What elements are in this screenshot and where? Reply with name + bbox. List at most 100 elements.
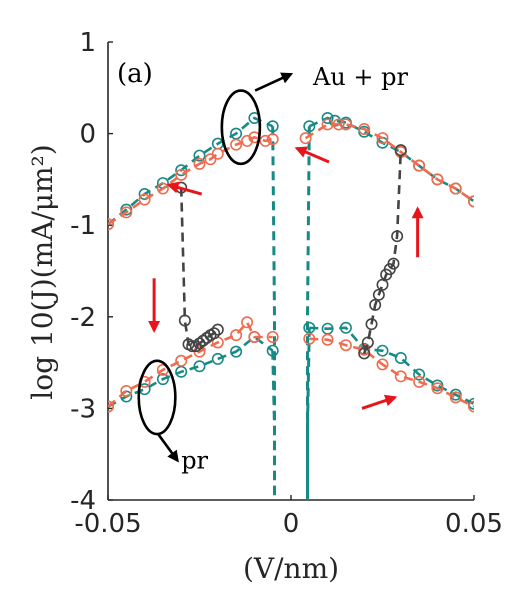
data-point bbox=[376, 278, 389, 291]
data-point bbox=[321, 333, 334, 346]
data-point bbox=[120, 206, 133, 219]
data-point bbox=[413, 368, 426, 381]
data-point bbox=[175, 354, 188, 367]
data-point bbox=[299, 132, 312, 145]
y-tick-label: -4 bbox=[70, 486, 96, 516]
data-point bbox=[394, 144, 407, 157]
axes: -0.05 0 0.05 -4 -3 -2 -1 0 1 bbox=[70, 28, 503, 539]
direction-arrow bbox=[361, 394, 398, 410]
data-point bbox=[266, 330, 279, 343]
data-point bbox=[175, 168, 188, 181]
data-point bbox=[391, 230, 404, 243]
direction-arrow bbox=[166, 181, 203, 196]
series-line bbox=[304, 123, 474, 203]
annotation-ellipse bbox=[137, 359, 177, 436]
y-tick-label: -2 bbox=[70, 303, 96, 333]
y-tick-label: -3 bbox=[70, 394, 96, 424]
data-point bbox=[138, 193, 151, 206]
series-line bbox=[362, 150, 403, 354]
series-line bbox=[108, 319, 273, 408]
data-point bbox=[156, 373, 169, 386]
data-point bbox=[361, 336, 374, 349]
data-point bbox=[108, 400, 114, 413]
data-point bbox=[413, 159, 426, 172]
y-axis-label: log 10(J)(mA/μm²) bbox=[26, 144, 59, 399]
data-point bbox=[211, 147, 224, 160]
data-point bbox=[387, 257, 400, 270]
data-point bbox=[358, 347, 371, 360]
annotation-arrow bbox=[254, 72, 294, 92]
data-point bbox=[230, 138, 243, 151]
data-point bbox=[369, 298, 382, 311]
data-point bbox=[376, 344, 389, 357]
data-point bbox=[468, 195, 474, 208]
data-point bbox=[339, 118, 352, 131]
data-point bbox=[358, 123, 371, 136]
data-point bbox=[230, 329, 243, 342]
data-point bbox=[358, 343, 371, 356]
annotation-ellipse bbox=[220, 89, 262, 166]
data-point bbox=[449, 391, 462, 404]
data-point bbox=[259, 134, 272, 147]
data-point bbox=[178, 314, 191, 327]
data-point bbox=[208, 327, 221, 340]
data-point bbox=[211, 323, 224, 336]
data-point bbox=[449, 182, 462, 195]
direction-arrow bbox=[294, 146, 330, 164]
data-point bbox=[193, 360, 206, 373]
series-line bbox=[271, 126, 276, 500]
data-point bbox=[365, 318, 378, 331]
data-point bbox=[241, 134, 254, 147]
data-point bbox=[241, 316, 254, 329]
y-tick-label: 1 bbox=[79, 28, 96, 58]
series-line bbox=[306, 327, 311, 500]
series-line bbox=[308, 116, 474, 203]
data-point bbox=[431, 382, 444, 395]
y-tick-label: 0 bbox=[79, 120, 96, 150]
data-point bbox=[332, 118, 345, 131]
data-point bbox=[138, 188, 151, 201]
data-point bbox=[328, 114, 341, 127]
x-axis-label: (V/nm) bbox=[243, 552, 339, 585]
series-line bbox=[271, 350, 276, 500]
plot-area bbox=[108, 112, 474, 500]
data-point bbox=[321, 112, 334, 125]
series-line bbox=[309, 337, 474, 408]
series-line bbox=[108, 335, 274, 408]
annotation-label: pr bbox=[181, 447, 208, 475]
y-tick-label: -1 bbox=[70, 211, 96, 241]
data-point bbox=[431, 173, 444, 186]
series-line bbox=[309, 326, 474, 405]
annotation-label: Au + pr bbox=[312, 63, 409, 91]
data-point bbox=[120, 384, 133, 397]
data-point bbox=[211, 352, 224, 365]
data-point bbox=[394, 370, 407, 383]
data-point bbox=[376, 358, 389, 371]
data-point bbox=[372, 288, 385, 301]
data-point bbox=[108, 218, 114, 231]
series-line bbox=[306, 126, 311, 500]
annotation-arrow bbox=[157, 433, 179, 463]
series-line bbox=[179, 187, 219, 348]
data-point bbox=[193, 157, 206, 170]
data-point bbox=[339, 339, 352, 352]
data-point bbox=[193, 149, 206, 162]
data-point bbox=[248, 330, 261, 343]
data-point bbox=[186, 340, 199, 353]
data-point bbox=[468, 400, 474, 413]
data-point bbox=[413, 375, 426, 388]
series-line bbox=[108, 135, 274, 226]
data-point bbox=[230, 345, 243, 358]
data-point bbox=[303, 332, 316, 345]
annotations: Au + pr pr bbox=[137, 63, 424, 475]
panel-label: (a) bbox=[117, 59, 153, 89]
series-line bbox=[108, 116, 274, 226]
data-point bbox=[376, 132, 389, 145]
data-point bbox=[394, 352, 407, 365]
data-point bbox=[266, 133, 279, 146]
x-tick-label: -0.05 bbox=[74, 509, 141, 539]
x-tick-label: 0 bbox=[283, 509, 300, 539]
data-point bbox=[339, 321, 352, 334]
x-tick-label: 0.05 bbox=[445, 509, 503, 539]
